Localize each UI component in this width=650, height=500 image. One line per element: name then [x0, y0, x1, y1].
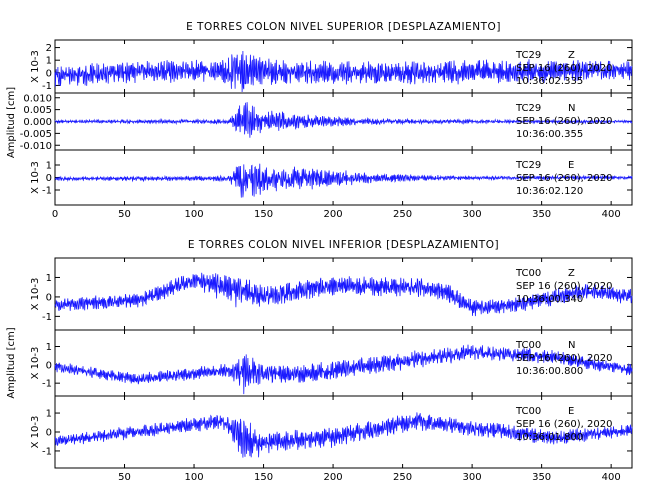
y-tick-label: 0: [46, 173, 52, 184]
station-code: TC00: [515, 268, 541, 279]
panel-tc29-z: -1 01 2 X 10-3 TC29 Z SEP 16 (260), 2020 10:36:…: [30, 39, 633, 94]
y-tick-label: 1: [46, 273, 52, 284]
x-tick-label: 100: [184, 472, 203, 483]
y-tick-label: -1: [42, 81, 52, 92]
y-tick-label: 0.010: [23, 93, 52, 104]
component-label: N: [568, 340, 575, 351]
upper-level-chart: E TORRES COLON NIVEL SUPERIOR [DESPLAZAM…: [6, 21, 633, 220]
scale-label: X 10-3: [30, 347, 41, 380]
waveform-trace: [54, 344, 633, 395]
y-axis-label: Amplitud [cm]: [6, 87, 17, 158]
record-date: SEP 16 (260), 2020: [516, 116, 612, 127]
y-tick-label: 0: [46, 360, 52, 371]
scale-label: X 10-3: [30, 161, 41, 194]
panel-tc00-e: -1 0 1 X 10-3 TC00 E SEP 16 (260), 2020 10:36:0…: [30, 395, 633, 469]
x-tick-label: 100: [184, 209, 203, 220]
record-date: SEP 16 (260), 2020: [516, 419, 612, 430]
x-tick-label: 150: [254, 472, 273, 483]
y-tick-label: -1: [42, 379, 52, 390]
record-time: 10:36:01.800: [516, 432, 583, 443]
x-tick-label: 50: [118, 209, 131, 220]
waveform-trace: [54, 102, 633, 138]
record-date: SEP 16 (260), 2020: [516, 353, 612, 364]
record-time: 10:36:02.335: [516, 76, 583, 87]
x-tick-label: 350: [532, 209, 551, 220]
x-tick-label: 400: [602, 472, 621, 483]
y-tick-label: 1: [46, 342, 52, 353]
x-tick-label: 200: [324, 209, 343, 220]
x-tick-label: 400: [602, 209, 621, 220]
component-label: E: [568, 160, 574, 171]
waveform-trace: [54, 272, 633, 317]
x-tick-label: 150: [254, 209, 273, 220]
x-tick-label: 350: [532, 472, 551, 483]
component-label: N: [568, 103, 575, 114]
station-code: TC00: [515, 406, 541, 417]
component-label: Z: [568, 50, 575, 61]
y-tick-label: 0.005: [23, 105, 52, 116]
panel-tc00-n: -1 0 1 X 10-3 TC00 N SEP 16 (260), 2020 10:36:0…: [30, 329, 633, 397]
component-label: E: [568, 406, 574, 417]
y-axis-label: Amplitud [cm]: [6, 327, 17, 398]
scale-label: X 10-3: [30, 416, 41, 449]
station-code: TC29: [515, 50, 541, 61]
lower-level-chart: E TORRES COLON NIVEL INFERIOR [DESPLAZAM…: [6, 239, 633, 483]
y-tick-label: 0: [46, 68, 52, 79]
record-date: SEP 16 (260), 2020: [516, 173, 612, 184]
y-tick-label: 1: [46, 409, 52, 420]
x-tick-label: 50: [118, 472, 131, 483]
waveform-trace: [54, 412, 633, 458]
x-tick-label: 300: [463, 209, 482, 220]
station-code: TC29: [515, 160, 541, 171]
y-tick-label: -1: [42, 186, 52, 197]
y-tick-label: -0.005: [20, 129, 52, 140]
x-tick-label: 300: [463, 472, 482, 483]
record-time: 10:36:00.340: [516, 294, 583, 305]
y-tick-label: -1: [42, 312, 52, 323]
chart-title: E TORRES COLON NIVEL SUPERIOR [DESPLAZAM…: [186, 21, 501, 33]
y-tick-label: -0.010: [20, 141, 52, 152]
chart-title: E TORRES COLON NIVEL INFERIOR [DESPLAZAM…: [188, 239, 499, 251]
station-code: TC29: [515, 103, 541, 114]
waveform-trace: [54, 163, 633, 198]
scale-label: X 10-3: [30, 50, 41, 83]
record-time: 10:36:00.355: [516, 129, 583, 140]
y-tick-label: 0: [46, 428, 52, 439]
panel-tc29-e: -1 01 X 10-3 TC29 E SEP 16 (260), 2020 10:36:0…: [30, 149, 633, 206]
y-tick-label: -1: [42, 446, 52, 457]
x-tick-label: 0: [52, 209, 58, 220]
y-tick-label: 1: [46, 56, 52, 67]
scale-label: X 10-3: [30, 278, 41, 311]
x-tick-label: 250: [393, 472, 412, 483]
panel-tc00-z: -1 0 1 X 10-3 TC00 Z SEP 16 (260), 2020 10:36:0…: [30, 257, 633, 331]
record-date: SEP 16 (260), 2020: [516, 63, 612, 74]
x-tick-label: 200: [324, 472, 343, 483]
x-tick-label: 250: [393, 209, 412, 220]
waveform-trace: [54, 50, 633, 93]
y-tick-label: 0: [46, 292, 52, 303]
y-tick-label: 0.000: [23, 117, 52, 128]
component-label: Z: [568, 268, 575, 279]
record-time: 10:36:02.120: [516, 186, 583, 197]
record-date: SEP 16 (260), 2020: [516, 281, 612, 292]
y-tick-label: 1: [46, 161, 52, 172]
y-tick-label: 2: [46, 43, 52, 54]
record-time: 10:36:00.800: [516, 366, 583, 377]
station-code: TC00: [515, 340, 541, 351]
